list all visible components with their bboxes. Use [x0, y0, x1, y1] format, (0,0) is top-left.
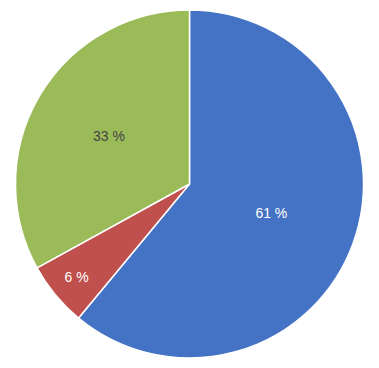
svg-text:6 %: 6 % [65, 269, 89, 285]
svg-text:61 %: 61 % [255, 205, 287, 221]
svg-text:33 %: 33 % [93, 128, 125, 144]
